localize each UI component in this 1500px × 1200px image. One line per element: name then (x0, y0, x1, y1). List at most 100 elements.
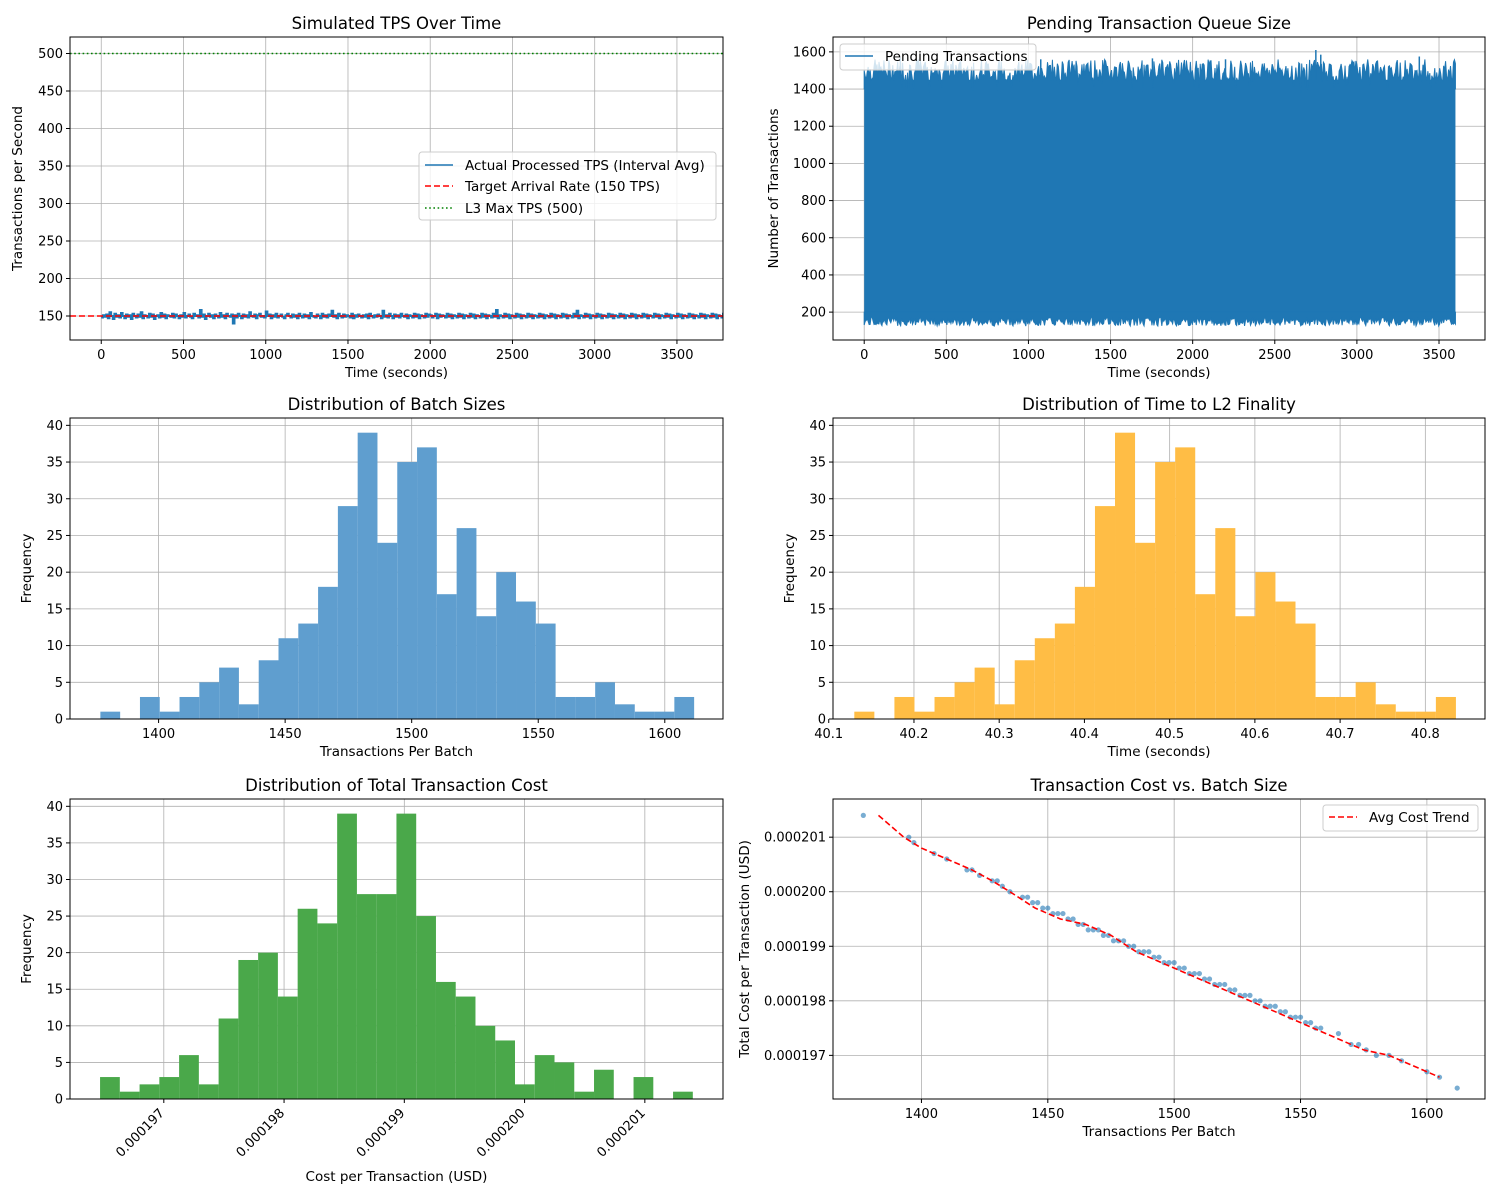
grid-lines (70, 799, 723, 1100)
bars (100, 813, 693, 1099)
x-tick-label: 1000 (1012, 348, 1045, 363)
y-tick-label: 10 (46, 639, 63, 654)
histogram-bar (934, 696, 955, 719)
axes-frame (832, 798, 1486, 1100)
legend: Pending Transactions (839, 43, 1037, 71)
legend: Actual Processed TPS (Interval Avg) Targe… (418, 151, 717, 221)
histogram-bar (258, 952, 278, 1099)
legend-target-label: Target Arrival Rate (150 TPS) (464, 179, 660, 195)
histogram-bar (554, 1062, 575, 1099)
histogram-bar (100, 711, 121, 719)
scatter-point (1176, 965, 1182, 971)
legend-trend-label: Avg Cost Trend (1369, 810, 1470, 826)
scatter-point (1191, 970, 1197, 977)
x-tick-label: 3000 (578, 348, 611, 363)
histogram-bar (1315, 696, 1336, 719)
scatter-point (1302, 1020, 1309, 1026)
scatter-point (994, 878, 1000, 884)
grid-lines (833, 799, 1485, 1099)
histogram-bar (475, 1025, 496, 1099)
histogram-bar (337, 506, 358, 719)
histogram-bar (119, 1091, 140, 1099)
x-tick-label: 3000 (1340, 348, 1373, 363)
scatter-point (1035, 900, 1041, 906)
queue-band (864, 79, 1456, 318)
x-tick-label: 40.2 (899, 727, 928, 742)
histogram-bar (1275, 601, 1296, 719)
scatter-point (1282, 1009, 1288, 1015)
histogram-bar (356, 894, 377, 1099)
histogram-bar (634, 711, 655, 719)
y-tick-label: 40 (46, 419, 63, 434)
chart-title: Simulated TPS Over Time (292, 14, 502, 33)
x-tick-label: 2500 (1258, 348, 1291, 363)
x-tick-label: 40.8 (1411, 727, 1440, 742)
scatter-point (1252, 998, 1258, 1004)
x-tick-label: 1400 (142, 727, 175, 742)
x-tick-label: 1600 (1410, 1107, 1443, 1122)
y-tick-label: 200 (38, 272, 63, 287)
x-tick-label: 1550 (522, 727, 555, 742)
histogram-bar (179, 1055, 199, 1099)
x-tick-label: 2000 (414, 348, 447, 363)
x-tick-label: 2500 (496, 348, 529, 363)
scatter-point (1131, 943, 1137, 949)
y-tick-label: 500 (38, 47, 63, 62)
scatter-point (1227, 987, 1233, 993)
scatter-point (1242, 992, 1248, 998)
x-tick-label: 2000 (1176, 348, 1209, 363)
y-tick-label: 0 (55, 1093, 63, 1108)
queue-troughs (863, 311, 1456, 328)
chart-title: Distribution of Time to L2 Finality (1022, 395, 1296, 414)
scatter-point (1297, 1014, 1304, 1020)
chart-tps: 0 500 1000 1500 2000 2500 3000 3500 150 200 250 300… (10, 14, 724, 381)
histogram-bar (297, 908, 318, 1099)
scatter-point (1100, 932, 1106, 938)
y-tick-label: 30 (809, 492, 826, 507)
y-tick-label: 450 (38, 85, 63, 100)
scatter-point (1141, 949, 1147, 955)
x-axis-label: Time (seconds) (1106, 744, 1210, 760)
scatter-point (1247, 992, 1253, 998)
x-tick-label: 1500 (331, 348, 364, 363)
histogram-bar (258, 660, 279, 719)
scatter-point (1030, 900, 1036, 906)
scatter-point (1060, 910, 1066, 917)
histogram-bar (614, 704, 635, 719)
histogram-bar (218, 1018, 239, 1099)
scatter-point (1318, 1025, 1324, 1031)
x-tick-label: 40.3 (985, 727, 1014, 742)
y-tick-label: 400 (38, 122, 63, 137)
histogram-bar (1375, 704, 1396, 719)
scatter-point (1110, 938, 1117, 944)
histogram-bar (277, 996, 298, 1099)
scatter-point (1055, 910, 1061, 917)
histogram-bar (238, 959, 259, 1099)
y-tick-label: 15 (46, 602, 63, 617)
y-tick-label: 800 (801, 194, 826, 209)
bars (100, 432, 695, 719)
y-tick-label: 25 (46, 529, 63, 544)
histogram-bar (298, 623, 319, 719)
y-tick-label: 25 (46, 910, 63, 925)
x-tick-label: 1500 (1094, 348, 1127, 363)
x-tick-label: 1000 (249, 348, 282, 363)
y-tick-label: 0.000200 (764, 885, 826, 900)
histogram-bar (198, 1084, 219, 1099)
axes-frame (69, 798, 724, 1100)
histogram-bar (159, 711, 180, 719)
histogram-bar (377, 542, 398, 719)
y-tick-label: 150 (38, 310, 63, 325)
y-tick-label: 15 (809, 602, 826, 617)
histogram-bar (1255, 572, 1276, 719)
scatter-point (860, 812, 866, 818)
x-tick-label: 1500 (395, 727, 428, 742)
legend-pending-label: Pending Transactions (885, 49, 1028, 65)
y-tick-label: 250 (38, 235, 63, 250)
histogram-bar (278, 638, 299, 719)
x-tick-label: 40.4 (1070, 727, 1099, 742)
x-tick-label: 3500 (1422, 348, 1455, 363)
histogram-bar (514, 1084, 535, 1099)
x-axis-label: Time (seconds) (344, 365, 448, 381)
